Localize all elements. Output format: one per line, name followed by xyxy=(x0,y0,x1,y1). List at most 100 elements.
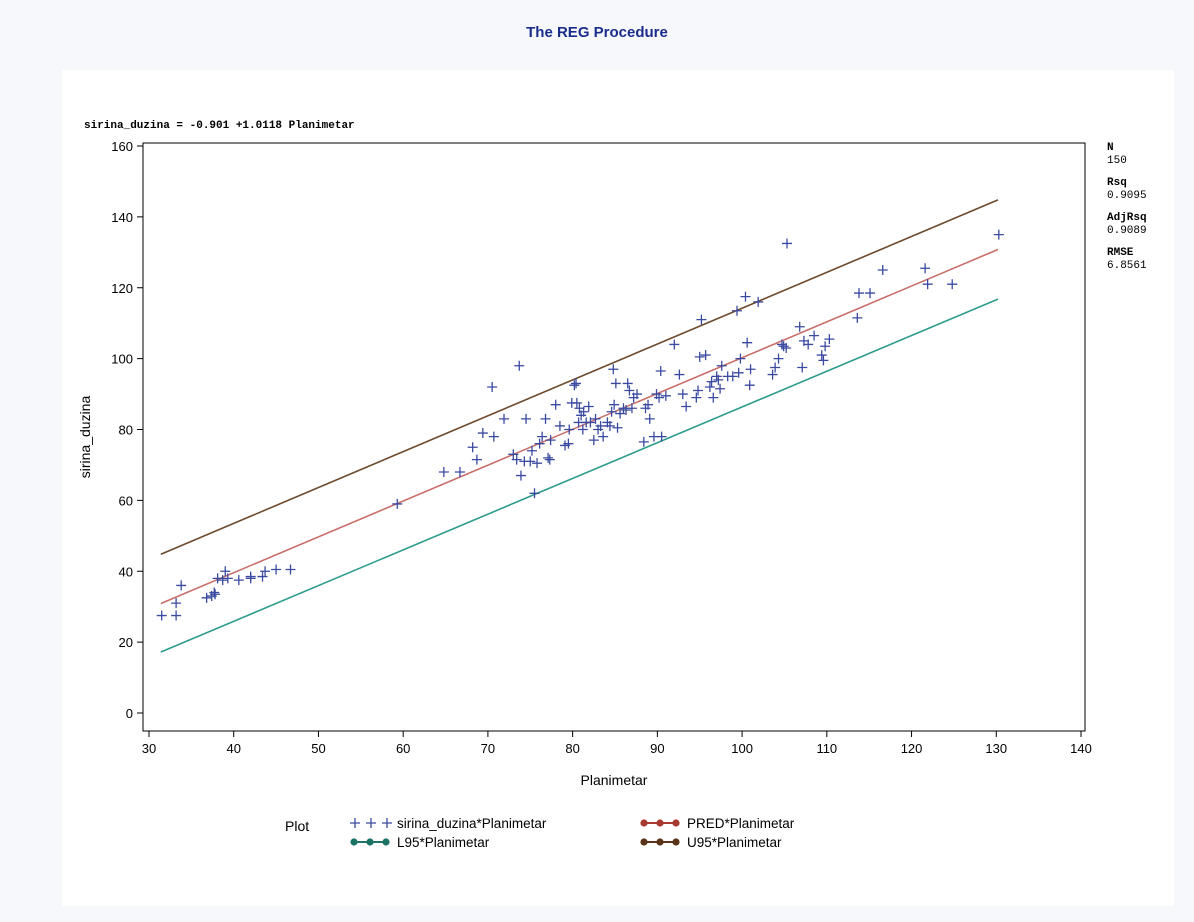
data-point xyxy=(171,610,182,621)
x-tick-label: 50 xyxy=(311,741,325,756)
data-point xyxy=(674,369,685,380)
data-point xyxy=(508,449,519,460)
data-point xyxy=(477,428,488,439)
data-point xyxy=(638,436,649,447)
data-point xyxy=(654,392,665,403)
legend-label: U95*Planimetar xyxy=(687,835,782,850)
data-point xyxy=(176,580,187,591)
data-point xyxy=(245,573,256,584)
data-point xyxy=(569,380,580,391)
fit-line-u95 xyxy=(160,199,999,555)
x-tick-label: 40 xyxy=(226,741,240,756)
data-point xyxy=(644,413,655,424)
y-tick-label: 120 xyxy=(111,281,133,296)
data-point xyxy=(816,350,827,361)
stat-label: RMSE xyxy=(1107,247,1134,259)
data-point xyxy=(514,360,525,371)
x-tick-label: 140 xyxy=(1070,741,1092,756)
data-point xyxy=(222,573,233,584)
data-point xyxy=(550,399,561,410)
data-point xyxy=(610,378,621,389)
data-point xyxy=(706,376,717,387)
x-tick-label: 110 xyxy=(816,741,837,756)
data-point xyxy=(770,362,781,373)
data-point xyxy=(632,389,643,400)
data-point xyxy=(618,403,629,414)
y-tick-label: 20 xyxy=(119,635,133,650)
stat-label: N xyxy=(1107,142,1114,154)
y-tick-label: 60 xyxy=(119,493,133,508)
data-point xyxy=(201,592,212,603)
legend-marker-dot xyxy=(350,838,358,846)
axes: 30 40 50 60 70 80 90 100 110 120 130 140 0 20 40 60 80 10… xyxy=(111,139,1092,756)
data-point xyxy=(454,467,465,478)
data-point xyxy=(578,406,589,417)
y-tick-label: 40 xyxy=(119,564,133,579)
data-point xyxy=(852,312,863,323)
data-point xyxy=(595,420,606,431)
data-point xyxy=(854,288,865,299)
legend-marker-dot xyxy=(640,819,648,827)
data-point xyxy=(540,413,551,424)
stat-label: Rsq xyxy=(1107,177,1127,189)
data-point xyxy=(392,498,403,509)
data-point xyxy=(487,381,498,392)
data-point xyxy=(585,417,596,428)
data-point xyxy=(564,424,575,435)
data-point xyxy=(735,353,746,364)
y-tick-label: 160 xyxy=(111,139,133,154)
y-tick-label: 0 xyxy=(126,706,133,721)
data-point xyxy=(694,351,705,362)
stat-value: 150 xyxy=(1107,155,1127,167)
data-point xyxy=(537,431,548,442)
data-point xyxy=(655,366,666,377)
plot-frame xyxy=(142,142,1086,732)
data-point xyxy=(604,420,615,431)
legend-title: Plot xyxy=(285,818,309,834)
data-point xyxy=(733,367,744,378)
data-point xyxy=(488,431,499,442)
data-point xyxy=(532,458,543,469)
data-point xyxy=(543,452,554,463)
data-point xyxy=(156,610,167,621)
data-point xyxy=(209,587,220,598)
data-point xyxy=(767,369,778,380)
data-point xyxy=(677,389,688,400)
data-point xyxy=(740,291,751,302)
x-tick-label: 120 xyxy=(901,741,923,756)
data-point xyxy=(521,413,532,424)
data-point xyxy=(257,571,268,582)
chart-panel: N 150 Rsq 0.9095 AdjRsq 0.9089 RMSE 6.8561 siri… xyxy=(62,70,1174,906)
fit-line-pred xyxy=(160,248,999,605)
data-point xyxy=(809,330,820,341)
data-point xyxy=(803,339,814,350)
x-tick-label: 90 xyxy=(650,741,664,756)
data-point xyxy=(609,399,620,410)
data-point xyxy=(590,413,601,424)
data-point xyxy=(615,408,626,419)
legend-label: L95*Planimetar xyxy=(397,835,490,850)
data-point xyxy=(920,263,931,274)
data-point xyxy=(691,392,702,403)
legend-entry: PRED*Planimetar xyxy=(640,816,795,831)
legend-marker-dot xyxy=(640,838,648,846)
x-tick-label: 100 xyxy=(731,741,753,756)
data-point xyxy=(499,413,510,424)
stat-value: 0.9089 xyxy=(1107,225,1147,237)
legend: Plot sirina_duzina*Planimetar PRED*Planime… xyxy=(285,816,795,850)
legend-entry: sirina_duzina*Planimetar xyxy=(350,816,547,831)
data-point xyxy=(715,383,726,394)
legend-label: sirina_duzina*Planimetar xyxy=(397,816,547,831)
regression-equation: sirina_duzina = -0.901 +1.0118 Planimeta… xyxy=(84,120,355,132)
x-tick-label: 60 xyxy=(396,741,410,756)
data-point xyxy=(612,422,623,433)
data-point xyxy=(260,566,271,577)
fit-line-l95 xyxy=(160,298,999,653)
data-point xyxy=(778,341,789,352)
data-point xyxy=(824,334,835,345)
data-point xyxy=(797,362,808,373)
data-point xyxy=(624,385,635,396)
data-point xyxy=(643,399,654,410)
data-point xyxy=(563,438,574,449)
